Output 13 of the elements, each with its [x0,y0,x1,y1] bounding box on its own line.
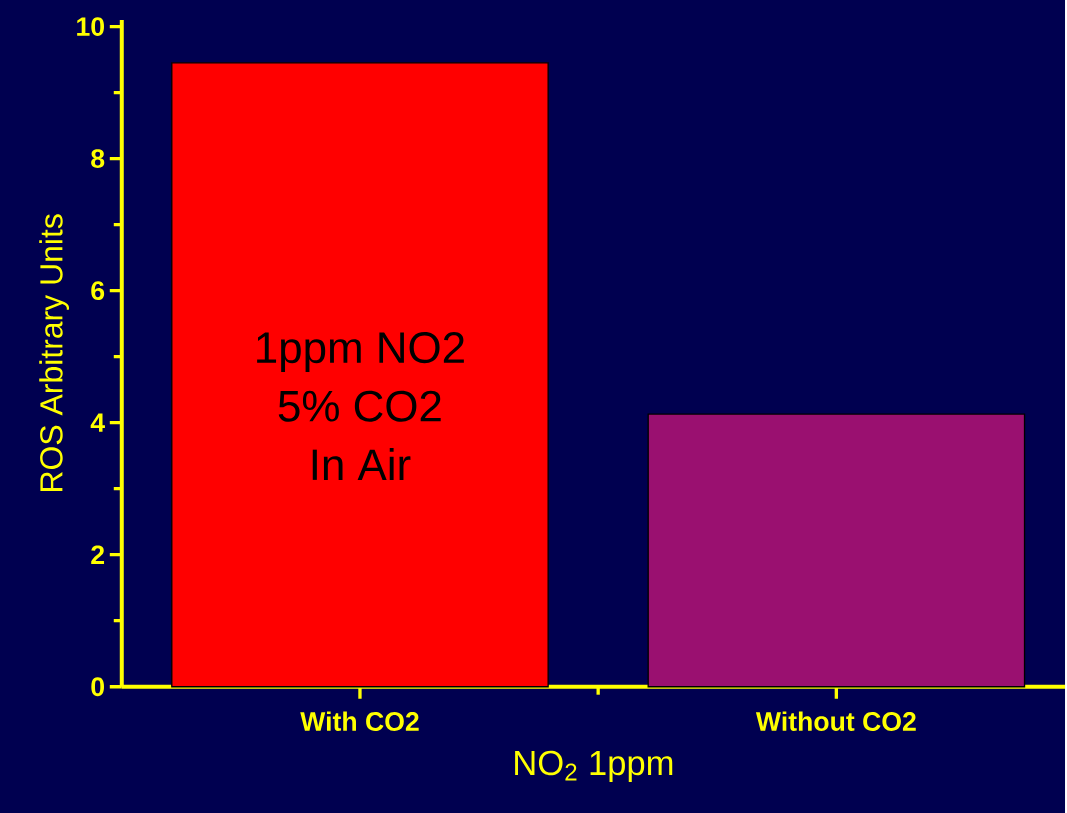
y-tick-label: 0 [91,677,104,696]
y-tick-label: 8 [91,148,105,168]
annotation: 1ppm NO2 [257,331,464,372]
y-tick-label: 6 [91,280,105,300]
y-tick-label: 2 [91,545,105,564]
x-tick-label: With CO2 [300,711,419,731]
y-tick-label: 10 [77,16,104,36]
x-tick-label: Without CO2 [755,711,916,731]
y-axis-title: ROS Arbitrary Units [39,214,70,491]
annotation: 5% CO2 [278,390,441,422]
y-tick-label: 4 [90,413,105,432]
x-axis-title: NO$_{2}$ 1ppm [515,750,673,782]
annotation: In Air [312,447,411,480]
